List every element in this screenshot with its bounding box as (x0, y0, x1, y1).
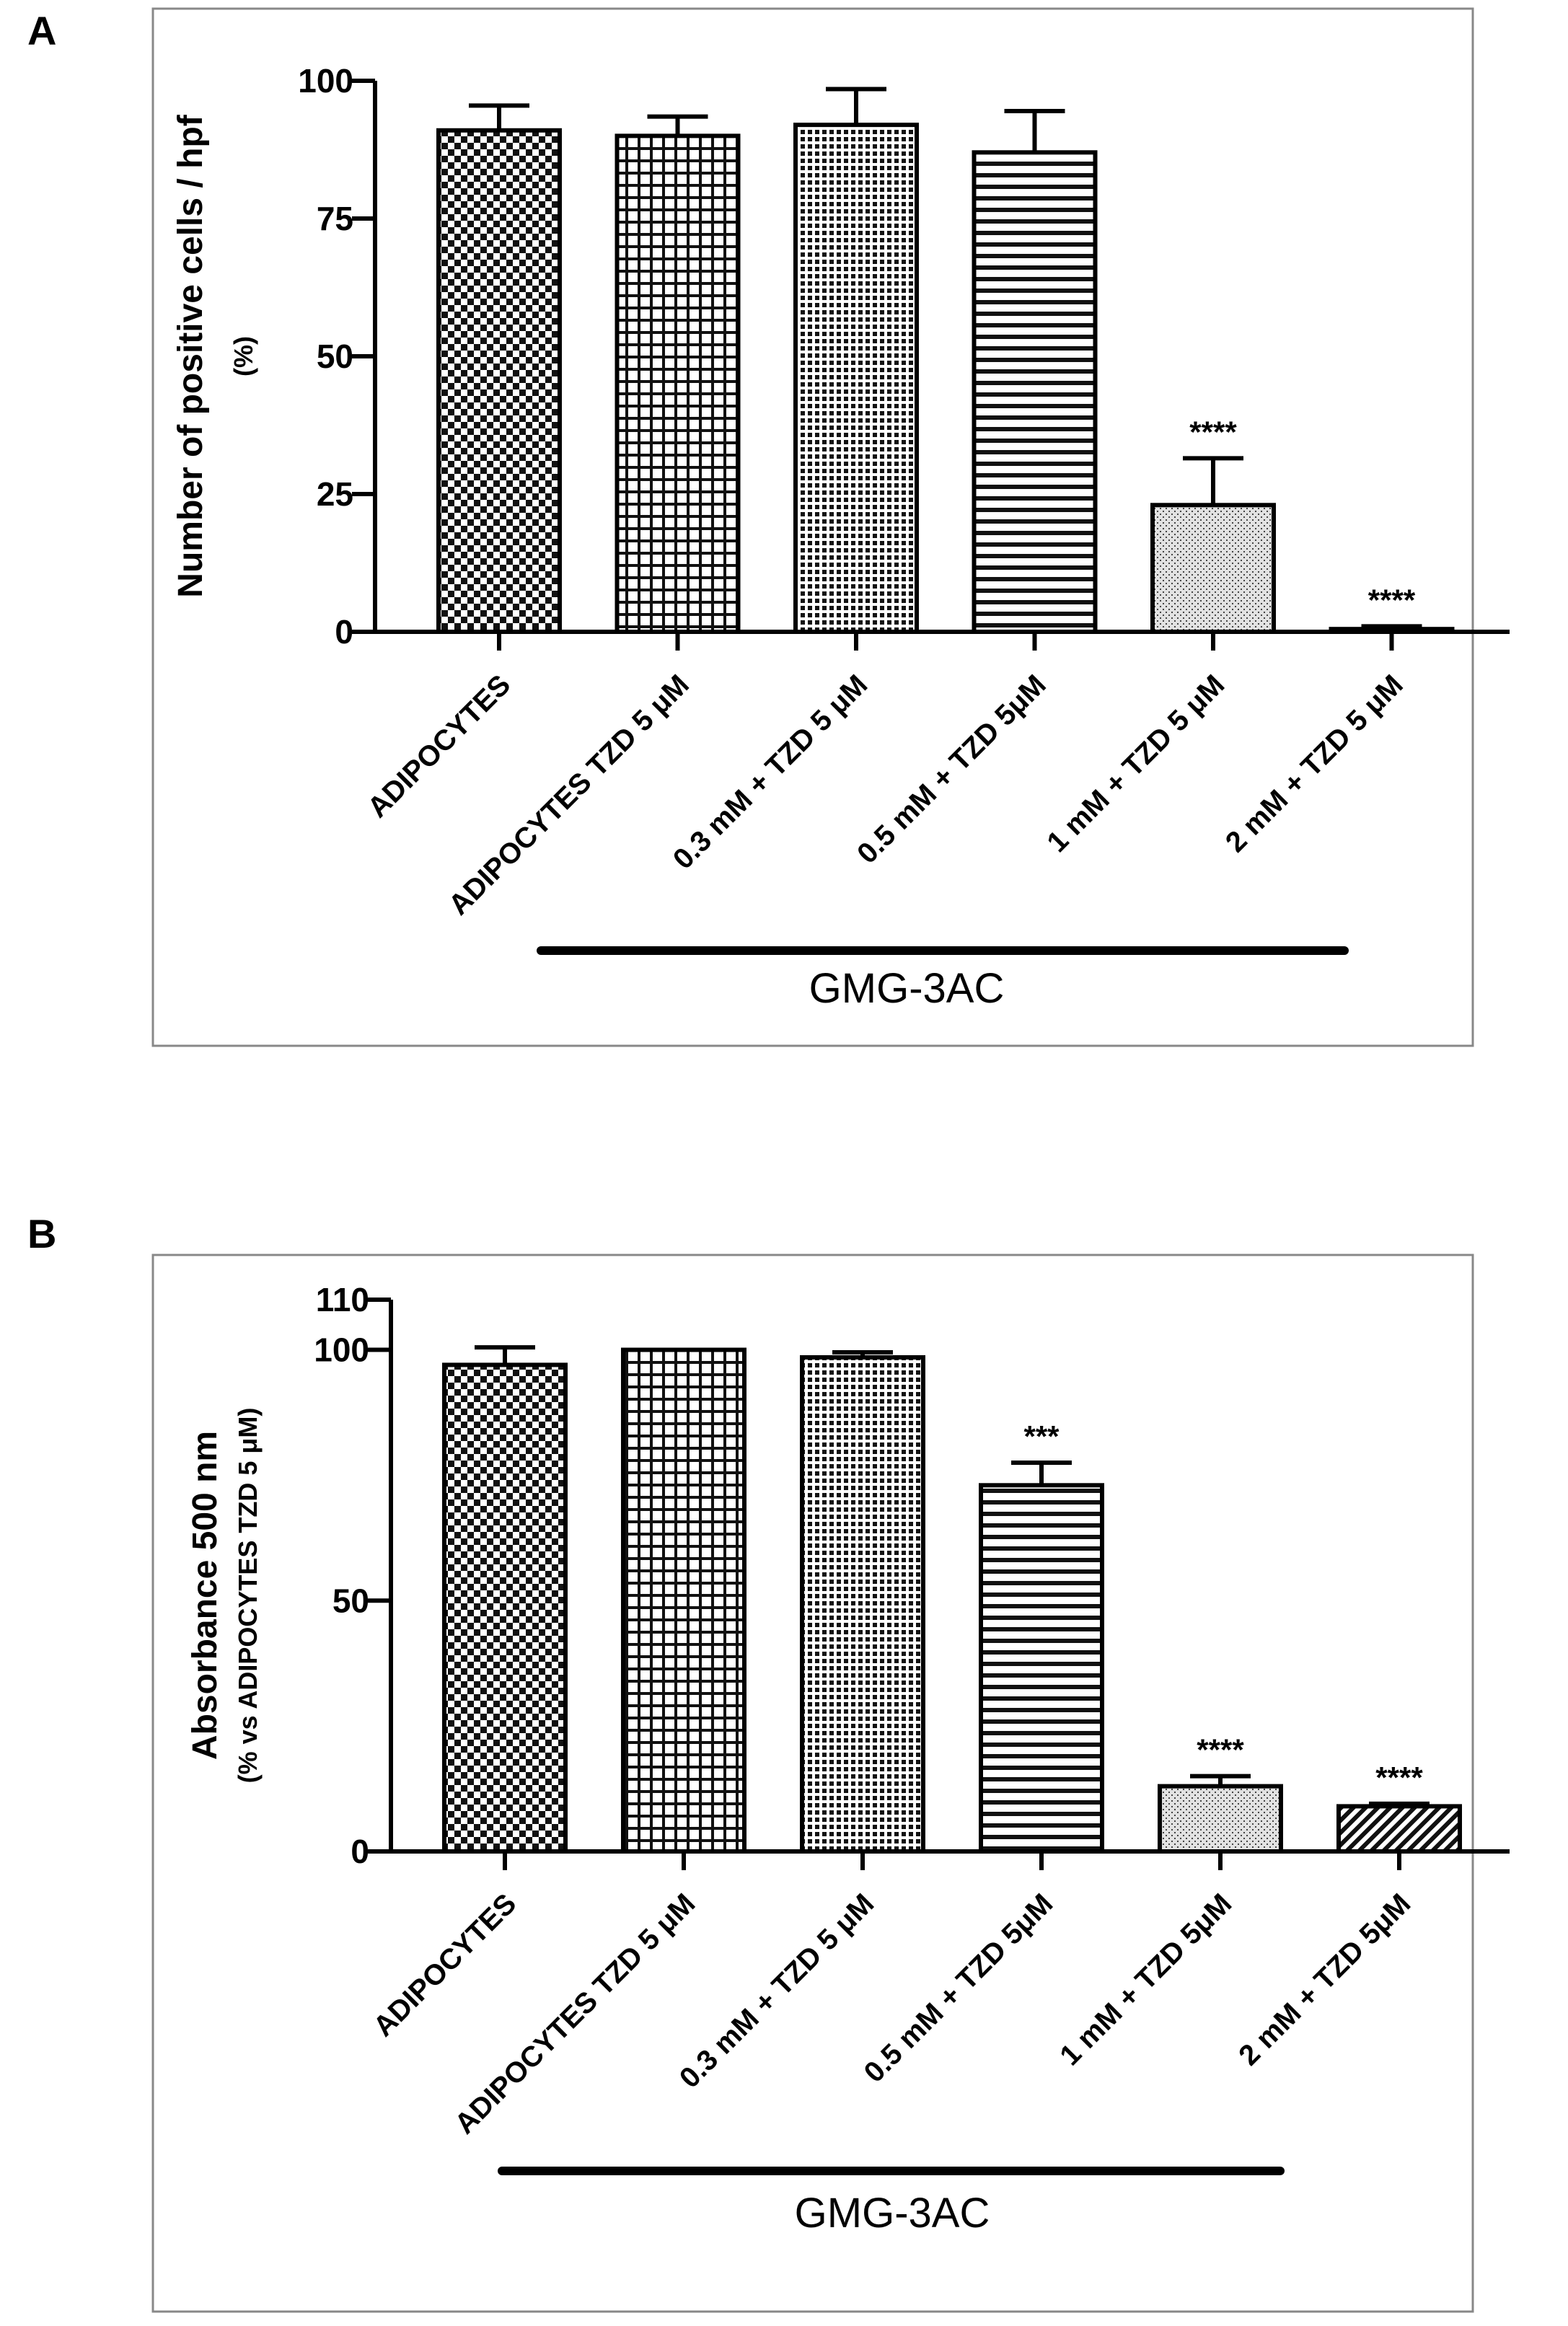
significance-label: **** (1368, 583, 1416, 617)
panel-b-frame (151, 1254, 1474, 2313)
bar (979, 1483, 1104, 1854)
y-tick-label: 0 (351, 1833, 369, 1870)
y-tick-label: 100 (298, 62, 353, 100)
bar (972, 150, 1098, 634)
bar (800, 1354, 925, 1854)
x-category-label: ADIPOCYTES (361, 669, 516, 824)
bar (1336, 1804, 1462, 1854)
x-category-label: 0.3 mM + TZD 5 μM (667, 669, 874, 876)
x-category-label: 0.5 mM + TZD 5μM (858, 1887, 1060, 2089)
significance-label: **** (1375, 1761, 1423, 1794)
bar (442, 1362, 568, 1854)
x-category-label: 2 mM + TZD 5μM (1233, 1887, 1417, 2071)
y-tick-label: 50 (332, 1582, 369, 1619)
group-label: GMG-3AC (795, 2190, 990, 2237)
panel-b-letter: B (27, 1211, 56, 1256)
x-category-label: 2 mM + TZD 5 μM (1220, 669, 1409, 858)
y-axis-subtitle: (% vs ADIPOCYTES TZD 5 μM) (233, 1408, 263, 1784)
x-category-label: 1 mM + TZD 5 μM (1041, 669, 1230, 858)
x-category-label: 1 mM + TZD 5μM (1054, 1887, 1238, 2071)
group-label: GMG-3AC (809, 965, 1005, 1012)
panel-a: A 0 25 50 75 100 Number of positive cells / h… (27, 7, 1510, 1047)
y-tick-label: 0 (335, 613, 353, 651)
x-category-label: 0.3 mM + TZD 5 μM (674, 1887, 881, 2094)
panel-a-frame (151, 7, 1474, 1047)
bar (615, 133, 741, 634)
bar (621, 1347, 746, 1854)
chart-a: 0 25 50 75 100 Number of positive cells / hpf… (172, 62, 1510, 1012)
y-tick-label: 50 (317, 338, 353, 375)
x-category-label: 0.5 mM + TZD 5μM (851, 669, 1052, 870)
bar (436, 128, 562, 634)
bar (1150, 503, 1276, 635)
panel-b: B 0 50 100 110 Absorbance 500 nm (% vs ADIPOC… (27, 1211, 1510, 2313)
y-axis-subtitle: (%) (229, 336, 258, 376)
significance-label: **** (1189, 415, 1237, 449)
y-axis-title: Number of positive cells / hpf (172, 114, 210, 597)
bar (1158, 1784, 1283, 1854)
y-tick-label: 100 (314, 1331, 369, 1369)
x-category-label: ADIPOCYTES (367, 1887, 522, 2043)
chart-b: 0 50 100 110 Absorbance 500 nm (% vs ADIPOCYT… (186, 1281, 1510, 2237)
significance-label: *** (1023, 1419, 1060, 1453)
significance-label: **** (1197, 1733, 1244, 1767)
y-tick-label: 25 (317, 475, 353, 513)
y-tick-label: 110 (316, 1281, 369, 1318)
bar (793, 123, 919, 634)
y-tick-label: 75 (317, 200, 353, 237)
y-axis-title: Absorbance 500 nm (186, 1431, 224, 1760)
panel-a-letter: A (27, 8, 56, 53)
